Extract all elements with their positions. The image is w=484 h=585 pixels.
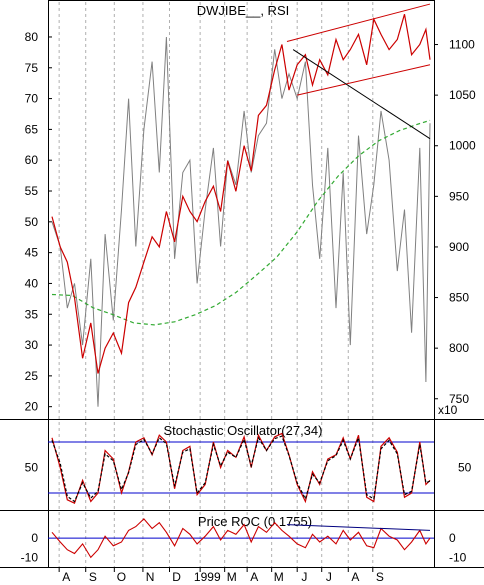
left-tick-label: 70 [25,92,39,106]
x-tick-label: O [117,570,126,584]
main-title: DWJIBE__, RSI [197,3,289,18]
roc-left-tick-label: 0 [31,531,38,545]
left-tick-label: 60 [25,153,39,167]
right-tick-label: 950 [449,189,469,203]
main-right-axis: 800 850 900 950 1000 1050 1100 750 [434,38,476,406]
stochastic-series-group [48,432,434,505]
left-tick-label: 65 [25,122,39,136]
right-tick-label: 900 [449,240,469,254]
main-left-axis: 20 25 30 35 40 45 50 55 60 65 70 75 80 [25,30,52,414]
x-tick-label: D [172,570,181,584]
roc-title: Price ROC (0.1755) [198,514,312,529]
lower-channel-trendline [297,64,431,96]
downtrend-trendline [292,49,431,140]
stochastic-left-tick-label: 50 [25,461,39,475]
x-axis-labels: A S O N D 1999 M A M J J A S [58,567,384,584]
x-tick-label: S [89,570,97,584]
upper-channel-trendline [286,3,431,42]
right-axis-multiplier: x10 [438,403,458,417]
vertical-grid [58,2,374,567]
roc-left-tick-label: -10 [21,550,39,564]
right-tick-label: 750 [449,392,469,406]
roc-series-group [48,518,434,559]
stochastic-k-line [51,432,431,505]
x-tick-label: M [274,570,284,584]
moving-average-line [51,119,431,326]
right-tick-label: 1000 [449,139,476,153]
left-tick-label: 35 [25,307,39,321]
x-tick-label: J [301,570,307,584]
left-tick-label: 30 [25,338,39,352]
right-tick-label: 1050 [449,88,476,102]
rsi-line [51,36,431,407]
x-tick-label: A [62,570,70,584]
stochastic-title: Stochastic Oscillator(27,34) [164,423,323,438]
x-tick-label: 1999 [194,570,221,584]
left-tick-label: 25 [25,369,39,383]
left-tick-label: 20 [25,400,39,414]
stochastic-axes: 50 50 [25,461,472,475]
x-tick-label: A [250,570,258,584]
roc-axes: 0 0 -10 -10 [21,531,467,564]
roc-right-tick-label: 0 [449,531,456,545]
price-line [51,14,431,374]
x-tick-label: M [227,570,237,584]
x-tick-label: S [376,570,384,584]
left-tick-label: 80 [25,30,39,44]
left-tick-label: 75 [25,61,39,75]
right-tick-label: 800 [449,341,469,355]
roc-line [51,518,431,559]
roc-trendline [286,524,431,531]
stochastic-right-tick-label: 50 [458,461,472,475]
left-tick-label: 55 [25,184,39,198]
left-tick-label: 50 [25,215,39,229]
left-tick-label: 40 [25,276,39,290]
x-tick-label: A [351,570,359,584]
roc-right-tick-label: -10 [449,550,467,564]
main-series-group [51,3,431,407]
stochastic-d-line [51,435,431,503]
right-tick-label: 1100 [449,38,475,52]
right-tick-label: 850 [449,291,469,305]
x-tick-label: N [146,570,155,584]
left-tick-label: 45 [25,246,39,260]
x-tick-label: J [326,570,332,584]
